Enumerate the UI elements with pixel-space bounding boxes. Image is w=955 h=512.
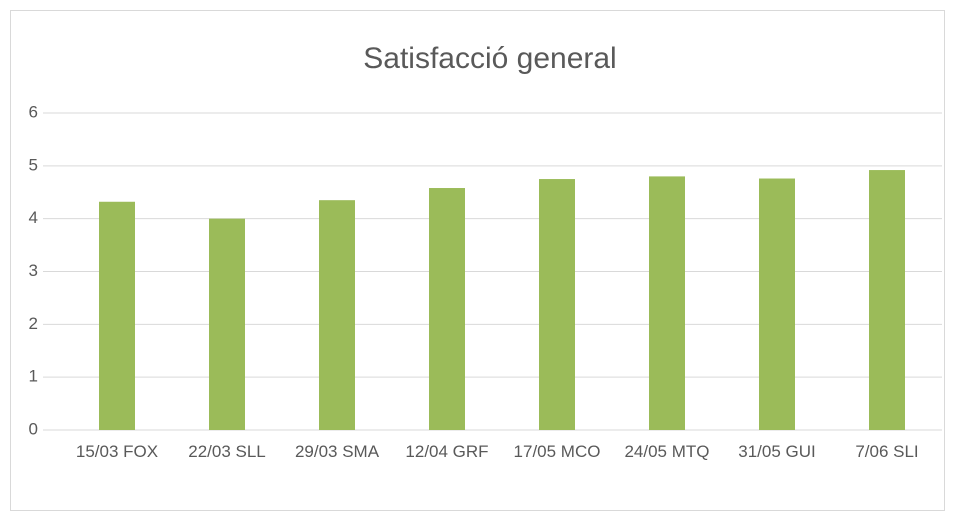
x-tick-label: 24/05 MTQ	[624, 442, 710, 461]
y-tick-label: 5	[29, 155, 38, 174]
y-tick-label: 6	[29, 102, 38, 121]
bar	[429, 188, 465, 430]
bar	[649, 176, 685, 430]
chart-border	[10, 10, 945, 511]
bar	[209, 218, 245, 430]
x-tick-label: 29/03 SMA	[294, 442, 380, 461]
bar	[539, 179, 575, 430]
x-tick-label: 15/03 FOX	[75, 442, 159, 461]
y-tick-label: 3	[29, 261, 38, 280]
y-tick-label: 0	[29, 419, 38, 438]
x-tick-label: 12/04 GRF	[405, 442, 489, 461]
y-tick-label: 2	[29, 314, 38, 333]
bar	[319, 200, 355, 430]
x-tick-label: 17/05 MCO	[513, 442, 601, 461]
bar	[99, 201, 135, 430]
x-tick-label: 31/05 GUI	[738, 442, 816, 461]
y-tick-label: 1	[29, 367, 38, 386]
x-tick-label: 7/06 SLI	[855, 442, 919, 461]
chart-title: Satisfacció general	[363, 42, 616, 75]
bar	[869, 170, 905, 430]
bar	[759, 178, 795, 430]
y-tick-label: 4	[29, 208, 38, 227]
x-tick-label: 22/03 SLL	[188, 442, 266, 461]
